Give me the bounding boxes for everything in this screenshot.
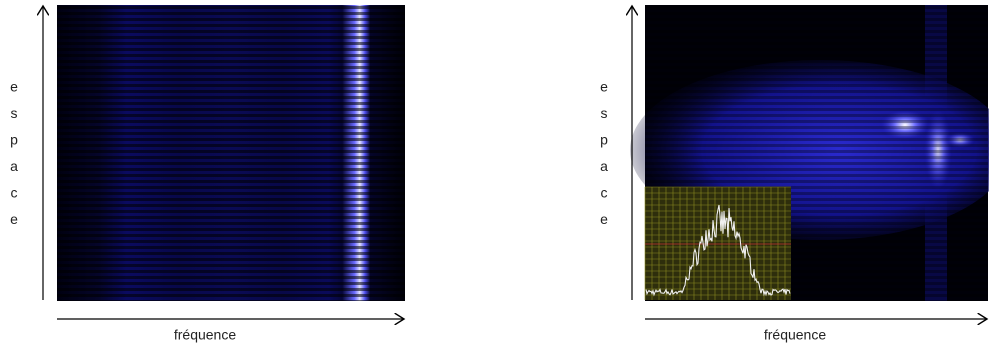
inset-bg [645,187,791,300]
x-label: fréquence [764,327,826,343]
y-label-letter: e [10,79,18,95]
y-label-letter: a [600,158,608,174]
y-label-letter: p [600,132,608,148]
y-label-letter: c [11,185,18,201]
y-label-letter: a [10,158,18,174]
y-label-letter: p [10,132,18,148]
stripes [57,5,405,301]
y-label-letter: e [600,211,608,227]
y-label-letter: s [601,105,608,121]
inset [644,186,791,300]
y-label-letter: c [601,185,608,201]
inset-curve [645,204,791,297]
x-label: fréquence [174,327,236,343]
y-label-letter: s [11,105,18,121]
y-label-letter: e [10,211,18,227]
y-label-letter: e [600,79,608,95]
